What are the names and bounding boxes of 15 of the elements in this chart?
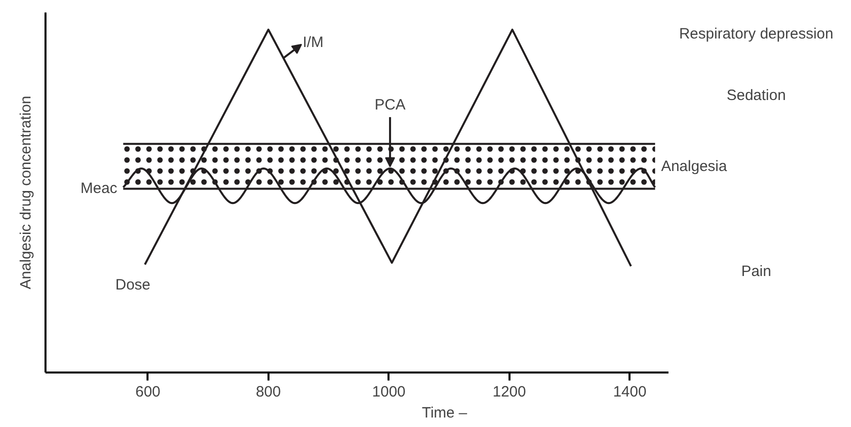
x-tick-label: 800 [256, 384, 281, 400]
y-axis-title: Analgesic drug concentration [18, 96, 34, 290]
text: Sedation [726, 86, 786, 104]
annotation: Dose [115, 276, 150, 294]
x-tick-label: 1400 [613, 384, 646, 400]
text: Pain [741, 263, 772, 280]
annotation: I/M [302, 34, 324, 52]
x-axis-title: Time – [422, 404, 468, 422]
x-tick-label: 1000 [372, 384, 406, 400]
x-tick-label: 1200 [492, 384, 526, 400]
x-tick-label: 600 [135, 384, 160, 400]
band-label: Analgesia [661, 158, 728, 175]
ref-line-label: Meac [80, 180, 118, 198]
text: Respiratory depression [679, 26, 834, 43]
text: PCA [374, 96, 406, 114]
